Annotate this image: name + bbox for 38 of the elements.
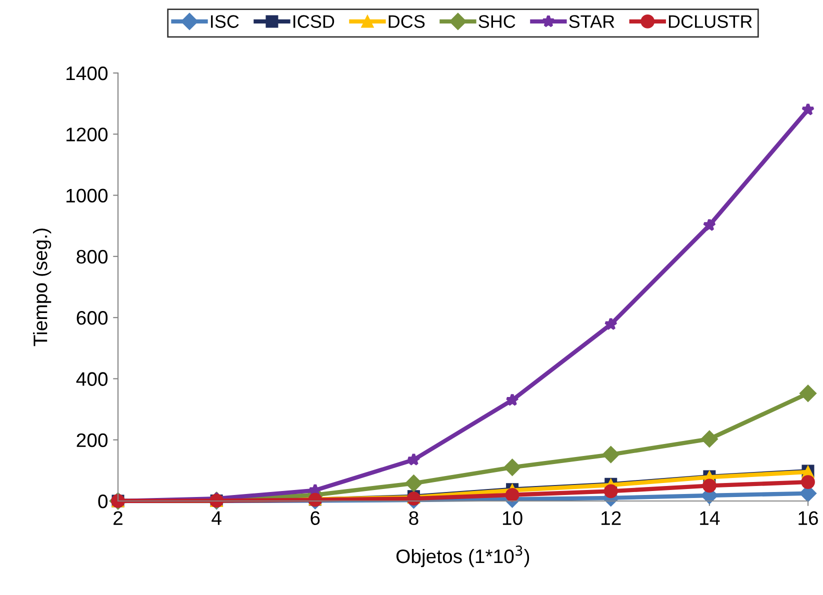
x-tick-label: 2 [114, 511, 122, 525]
y-axis-title: Tiempo (seg.) [33, 228, 52, 346]
point [506, 393, 519, 406]
point [407, 452, 420, 466]
x-tick-label: 10 [502, 511, 522, 526]
y-tick-label: 1400 [66, 66, 108, 80]
point [602, 446, 620, 464]
legend-label: DCS [388, 15, 425, 28]
x-tick-label: 14 [700, 511, 720, 525]
y-tick-label: 0 [98, 494, 108, 508]
point [702, 218, 716, 232]
point [801, 475, 815, 489]
y-tick-label: 800 [76, 250, 108, 264]
point [405, 474, 422, 492]
y-tick-label: 600 [76, 311, 108, 325]
x-tick-label: 4 [212, 511, 222, 525]
point [700, 430, 718, 448]
point [505, 488, 520, 502]
point [504, 458, 521, 476]
x-tick-label: 6 [310, 511, 320, 526]
x-tick-label: 12 [602, 511, 621, 525]
y-tick-label: 1000 [66, 188, 108, 203]
legend-label: DCLUSTR [668, 15, 752, 28]
point [604, 317, 618, 330]
legend-label: ICSD [293, 15, 334, 28]
x-axis-title: Objetos (1*10$^{3}$) [396, 546, 530, 568]
legend-label: SHC [478, 15, 516, 28]
legend-label: ISC [211, 15, 239, 28]
point [801, 102, 815, 116]
y-tick-label: 200 [76, 433, 108, 448]
point [799, 384, 817, 402]
point [702, 478, 716, 493]
y-tick-label: 1200 [66, 128, 108, 142]
x-tick-label: 8 [409, 511, 418, 526]
y-tick-label: 400 [76, 372, 108, 386]
legend-label: STAR [569, 15, 614, 28]
x-tick-label: 16 [798, 511, 818, 526]
point [604, 484, 618, 498]
